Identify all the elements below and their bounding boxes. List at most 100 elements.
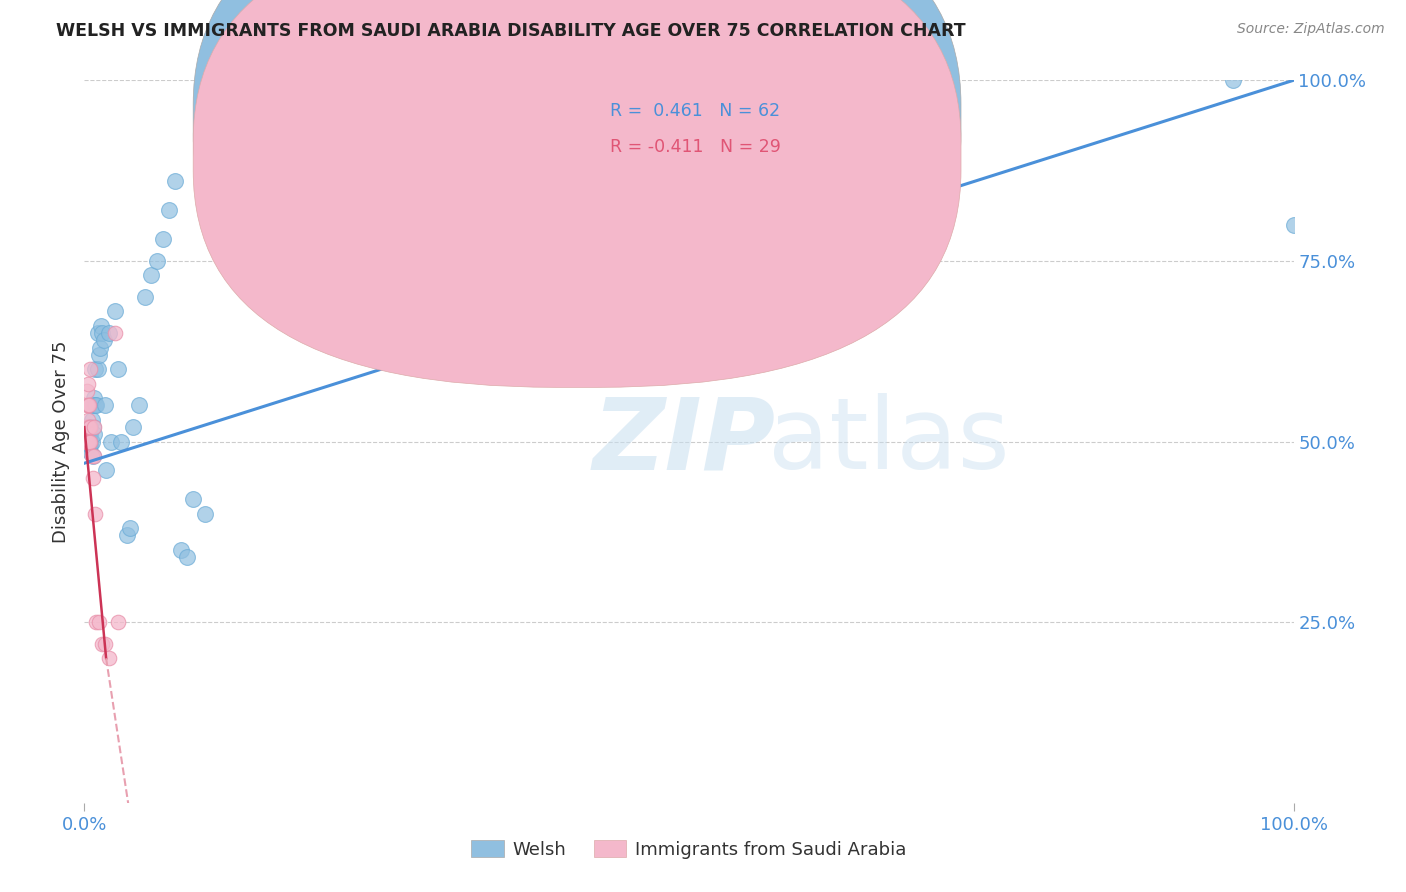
- Point: [87, 615, 110, 630]
- Point: [80, 434, 103, 449]
- Point: [76, 420, 98, 434]
- Point: [94, 463, 117, 477]
- Point: [146, 253, 169, 268]
- Point: [77, 427, 100, 442]
- Point: [94, 398, 117, 412]
- Point: [120, 521, 142, 535]
- Point: [80, 449, 103, 463]
- Point: [75, 434, 97, 449]
- Point: [170, 542, 193, 557]
- Legend: Welsh, Immigrants from Saudi Arabia: Welsh, Immigrants from Saudi Arabia: [464, 833, 914, 866]
- Point: [472, 73, 495, 87]
- Point: [121, 420, 143, 434]
- Point: [165, 174, 187, 188]
- Point: [76, 434, 98, 449]
- Point: [83, 391, 105, 405]
- Point: [654, 182, 676, 196]
- Point: [86, 615, 108, 630]
- Point: [93, 334, 115, 348]
- Point: [181, 492, 204, 507]
- Point: [77, 438, 100, 452]
- Point: [76, 398, 98, 412]
- FancyBboxPatch shape: [193, 0, 962, 387]
- Point: [82, 398, 104, 412]
- Point: [79, 438, 101, 452]
- Point: [107, 362, 129, 376]
- Point: [82, 420, 104, 434]
- Point: [496, 73, 519, 87]
- Point: [77, 424, 100, 438]
- Point: [77, 420, 100, 434]
- Point: [76, 384, 98, 398]
- Point: [97, 651, 120, 665]
- Point: [86, 398, 108, 412]
- Point: [77, 398, 100, 412]
- Point: [79, 445, 101, 459]
- Point: [84, 398, 107, 412]
- Point: [97, 326, 120, 340]
- Point: [77, 434, 100, 449]
- Point: [77, 434, 100, 449]
- Point: [76, 442, 98, 456]
- FancyBboxPatch shape: [193, 0, 962, 351]
- Point: [79, 420, 101, 434]
- Point: [139, 268, 162, 283]
- Point: [157, 203, 180, 218]
- Point: [86, 362, 108, 376]
- Point: [75, 420, 97, 434]
- Text: ZIP: ZIP: [592, 393, 775, 490]
- Point: [77, 420, 100, 434]
- Point: [409, 73, 432, 87]
- Point: [83, 427, 105, 442]
- Point: [84, 507, 107, 521]
- Point: [77, 427, 100, 442]
- Point: [415, 73, 437, 87]
- Point: [94, 637, 117, 651]
- Point: [77, 431, 100, 445]
- Point: [194, 507, 217, 521]
- Point: [436, 73, 458, 87]
- Point: [87, 348, 110, 362]
- Y-axis label: Disability Age Over 75: Disability Age Over 75: [52, 340, 70, 543]
- Point: [79, 420, 101, 434]
- Point: [77, 398, 100, 412]
- FancyBboxPatch shape: [531, 87, 846, 189]
- Point: [1282, 218, 1305, 232]
- Point: [91, 637, 114, 651]
- Point: [79, 362, 101, 376]
- Point: [77, 434, 100, 449]
- Point: [1222, 73, 1244, 87]
- Point: [91, 326, 114, 340]
- Point: [77, 413, 100, 427]
- Point: [79, 427, 101, 442]
- Point: [76, 434, 98, 449]
- Point: [86, 326, 108, 340]
- Point: [176, 550, 198, 565]
- Point: [79, 434, 101, 449]
- Text: WELSH VS IMMIGRANTS FROM SAUDI ARABIA DISABILITY AGE OVER 75 CORRELATION CHART: WELSH VS IMMIGRANTS FROM SAUDI ARABIA DI…: [56, 22, 966, 40]
- Point: [115, 528, 138, 542]
- Point: [128, 398, 150, 412]
- Point: [79, 434, 101, 449]
- Point: [83, 449, 105, 463]
- Point: [77, 376, 100, 391]
- Point: [90, 318, 112, 333]
- Point: [83, 420, 105, 434]
- Point: [84, 362, 107, 376]
- Point: [104, 326, 127, 340]
- Text: Source: ZipAtlas.com: Source: ZipAtlas.com: [1237, 22, 1385, 37]
- Point: [100, 434, 122, 449]
- Point: [77, 434, 100, 449]
- Point: [82, 449, 104, 463]
- Point: [389, 73, 412, 87]
- Point: [110, 434, 132, 449]
- Point: [134, 290, 156, 304]
- Point: [152, 232, 174, 246]
- Point: [80, 413, 103, 427]
- Point: [104, 304, 127, 318]
- Point: [399, 73, 422, 87]
- Point: [82, 470, 104, 484]
- Point: [107, 615, 129, 630]
- Point: [89, 341, 111, 355]
- Text: R = -0.411   N = 29: R = -0.411 N = 29: [610, 137, 782, 156]
